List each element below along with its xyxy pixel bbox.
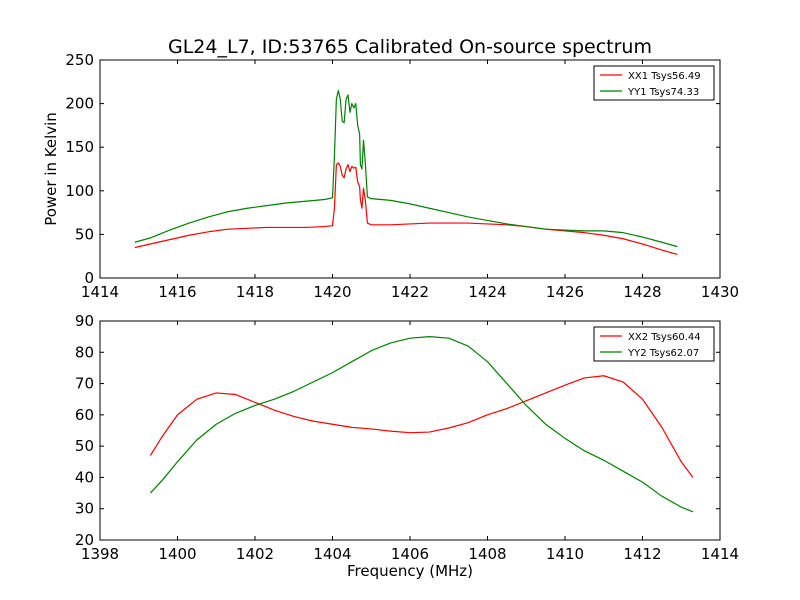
bottom-y-tick-label: 30 bbox=[75, 500, 94, 518]
bottom-x-tick-label: 1410 bbox=[546, 545, 584, 563]
top-x-tick-label: 1414 bbox=[81, 283, 119, 301]
bottom-x-tick-label: 1402 bbox=[236, 545, 274, 563]
bottom-y-tick-label: 90 bbox=[75, 312, 94, 330]
bottom-x-tick-label: 1398 bbox=[81, 545, 119, 563]
top-x-tick-label: 1426 bbox=[546, 283, 584, 301]
top-y-tick-label: 50 bbox=[75, 225, 94, 243]
top-x-tick-label: 1428 bbox=[623, 283, 661, 301]
figure-title: GL24_L7, ID:53765 Calibrated On-source s… bbox=[168, 36, 652, 58]
top-legend-box bbox=[593, 65, 715, 101]
top-x-tick-label: 1422 bbox=[391, 283, 429, 301]
bottom-legend: XX2 Tsys60.44 YY2 Tsys62.07 bbox=[593, 326, 715, 362]
top-panel: 1414 1416 1418 1420 1422 1424 1426 1428 1430 0 50 1… bbox=[42, 51, 739, 301]
top-series-line-2 bbox=[134, 89, 678, 248]
top-y-tick-label: 150 bbox=[65, 138, 94, 156]
bottom-legend-label-2: YY2 Tsys62.07 bbox=[627, 348, 699, 359]
bottom-legend-box bbox=[593, 326, 715, 362]
bottom-x-tick-label: 1404 bbox=[313, 545, 351, 563]
top-y-tick-label: 0 bbox=[84, 269, 94, 287]
top-legend-label-2: YY1 Tsys74.33 bbox=[627, 87, 699, 98]
top-y-tick-label: 200 bbox=[65, 95, 94, 113]
bottom-y-tick-label: 80 bbox=[75, 343, 94, 361]
bottom-x-tick-label: 1406 bbox=[391, 545, 429, 563]
top-y-tick-label: 250 bbox=[65, 51, 94, 69]
top-legend: XX1 Tsys56.49 YY1 Tsys74.33 bbox=[593, 65, 715, 101]
bottom-x-tick-label: 1400 bbox=[158, 545, 196, 563]
bottom-x-axis-label: Frequency (MHz) bbox=[347, 562, 473, 580]
top-x-tick-label: 1430 bbox=[701, 283, 739, 301]
bottom-x-tick-label: 1414 bbox=[701, 545, 739, 563]
top-y-axis-label: Power in Kelvin bbox=[42, 112, 60, 226]
bottom-y-tick-label: 70 bbox=[75, 375, 94, 393]
top-x-tick-label: 1424 bbox=[468, 283, 506, 301]
bottom-y-tick-label: 20 bbox=[75, 531, 94, 549]
bottom-series-line-2 bbox=[149, 336, 694, 513]
bottom-panel: 1398 1400 1402 1404 1406 1408 1410 1412 1414 20 30… bbox=[75, 312, 739, 580]
top-x-tick-label: 1418 bbox=[236, 283, 274, 301]
bottom-legend-label-1: XX2 Tsys60.44 bbox=[628, 332, 701, 343]
top-x-tick-label: 1420 bbox=[313, 283, 351, 301]
bottom-x-tick-label: 1412 bbox=[623, 545, 661, 563]
bottom-y-tick-label: 50 bbox=[75, 437, 94, 455]
bottom-series-line-1 bbox=[149, 375, 694, 478]
bottom-y-tick-label: 40 bbox=[75, 468, 94, 486]
bottom-y-tick-label: 60 bbox=[75, 406, 94, 424]
top-y-tick-label: 100 bbox=[65, 182, 94, 200]
top-x-tick-label: 1416 bbox=[158, 283, 196, 301]
top-legend-label-1: XX1 Tsys56.49 bbox=[628, 71, 701, 82]
bottom-x-tick-label: 1408 bbox=[468, 545, 506, 563]
